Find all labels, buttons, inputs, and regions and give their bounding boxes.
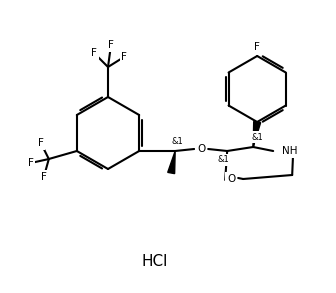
Polygon shape — [168, 151, 175, 174]
Polygon shape — [253, 121, 261, 147]
Text: O: O — [227, 174, 235, 184]
Text: O: O — [197, 144, 205, 154]
Text: &1: &1 — [217, 156, 229, 164]
Text: F: F — [121, 52, 127, 62]
Text: HCl: HCl — [142, 253, 168, 268]
Text: F: F — [108, 40, 114, 50]
Text: F: F — [28, 158, 34, 168]
Text: F: F — [254, 42, 260, 52]
Text: F: F — [91, 48, 97, 58]
Text: &1: &1 — [171, 137, 183, 146]
Text: NH: NH — [282, 146, 298, 156]
Text: &1: &1 — [251, 132, 263, 142]
Text: F: F — [41, 172, 47, 182]
Text: F: F — [38, 138, 44, 148]
